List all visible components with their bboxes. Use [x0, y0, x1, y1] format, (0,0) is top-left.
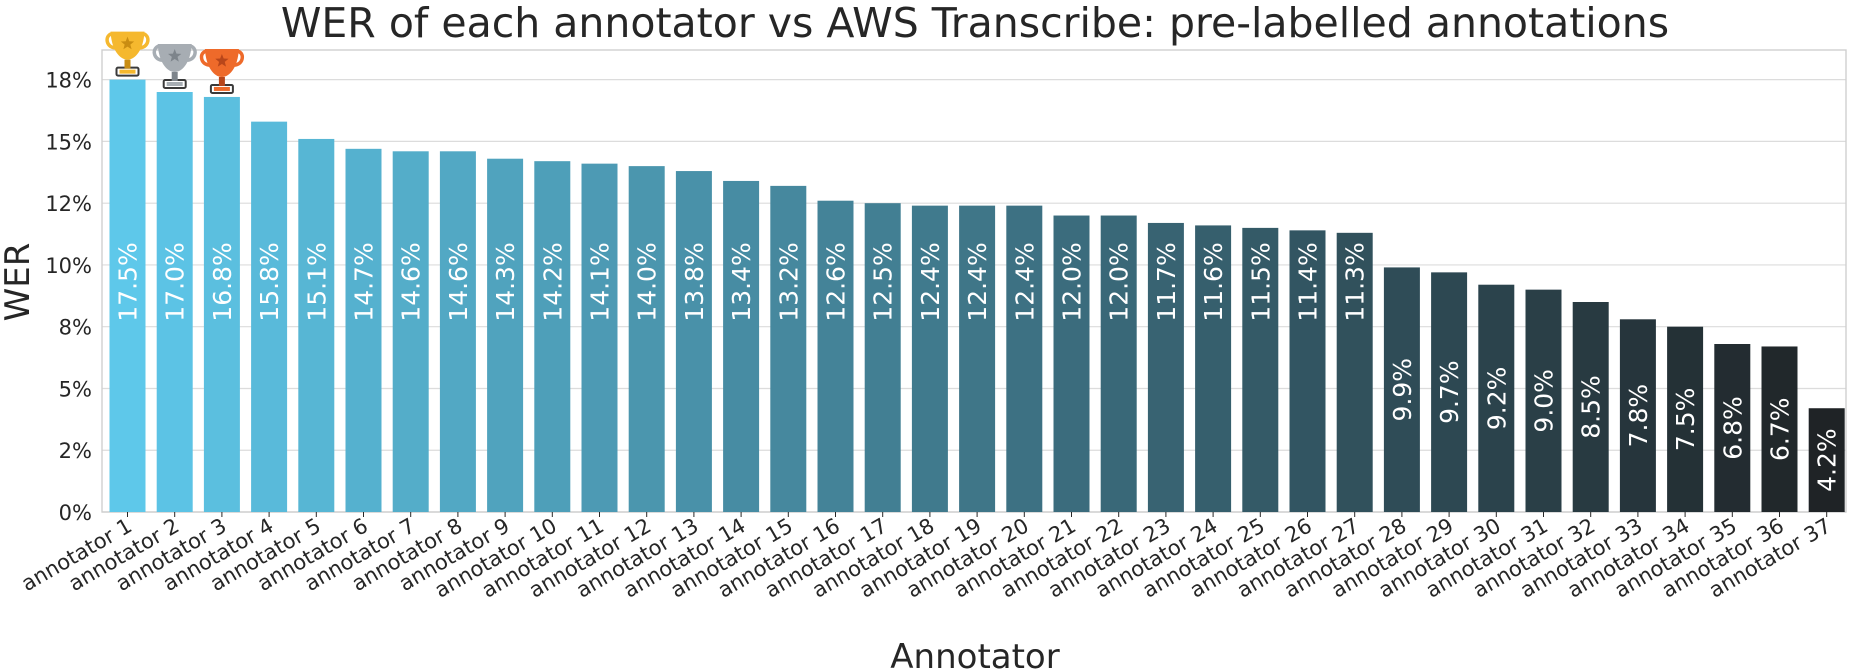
bar: [959, 205, 996, 512]
bar-data-label: 17.5%: [114, 242, 143, 321]
y-tick-label: 2%: [59, 439, 92, 463]
bar-data-label: 16.8%: [208, 242, 237, 321]
bar: [439, 151, 476, 512]
bar-data-label: 12.4%: [963, 242, 992, 321]
bar: [1053, 215, 1090, 512]
bar: [156, 92, 193, 512]
bar-data-label: 13.4%: [727, 242, 756, 321]
bar-data-label: 12.4%: [1010, 242, 1039, 321]
bar: [203, 96, 240, 513]
bar-data-label: 11.6%: [1199, 242, 1228, 321]
bar: [723, 180, 760, 513]
bar-data-label: 13.2%: [774, 242, 803, 321]
bar: [1195, 225, 1232, 513]
bar-data-label: 15.1%: [302, 242, 331, 321]
bar-data-label: 12.4%: [916, 242, 945, 321]
bar-data-label: 6.8%: [1718, 396, 1747, 460]
bar-data-label: 14.6%: [397, 242, 426, 321]
bar: [109, 79, 146, 512]
bar: [581, 163, 618, 512]
bar: [1478, 284, 1515, 512]
bar-data-label: 11.4%: [1294, 242, 1323, 321]
y-tick-label: 15%: [45, 130, 92, 154]
bar-data-label: 9.2%: [1482, 367, 1511, 431]
bar: [1336, 232, 1373, 512]
y-tick-label: 10%: [45, 254, 92, 278]
bar: [1289, 230, 1326, 512]
bar-data-label: 11.7%: [1152, 242, 1181, 321]
bar-data-label: 11.3%: [1341, 242, 1370, 321]
bar-data-label: 4.2%: [1813, 428, 1842, 492]
trophies: [105, 31, 244, 94]
y-tick-label: 18%: [45, 69, 92, 93]
bar: [1431, 272, 1468, 512]
bar-data-label: 14.3%: [491, 242, 520, 321]
bar-data-label: 14.7%: [350, 242, 379, 321]
bar-data-label: 9.9%: [1388, 358, 1417, 422]
bar-data-label: 8.5%: [1577, 375, 1606, 439]
bar-data-label: 7.8%: [1624, 384, 1653, 448]
bar: [1383, 267, 1420, 512]
bar-data-label: 7.5%: [1671, 388, 1700, 452]
bar-data-label: 17.0%: [161, 242, 190, 321]
bar: [1525, 289, 1562, 512]
silver-trophy-icon: [152, 44, 197, 89]
bar: [534, 161, 571, 513]
gold-trophy-icon: [105, 31, 150, 77]
bar: [770, 185, 807, 512]
bar: [392, 151, 429, 512]
bar: [1006, 205, 1043, 512]
y-axis-ticks: 0% 2% 5% 8% 10% 12% 15% 18%: [45, 69, 92, 525]
bar-data-label: 9.0%: [1530, 369, 1559, 433]
bars: 17.5% 17.0% 16.8% 15.8% 15.1% 14.7% 14.6% 14.6%…: [109, 79, 1845, 513]
bar-data-label: 14.0%: [633, 242, 662, 321]
bar-data-label: 9.7%: [1435, 360, 1464, 424]
bar: [298, 138, 335, 513]
bar-data-label: 12.0%: [1105, 242, 1134, 321]
bar: [1714, 344, 1751, 512]
bar: [1667, 326, 1704, 512]
y-tick-label: 0%: [59, 501, 92, 525]
bar: [251, 121, 288, 512]
bar-data-label: 11.5%: [1246, 242, 1275, 321]
bar-data-label: 14.2%: [538, 242, 567, 321]
bar: [1572, 302, 1609, 512]
bar: [1242, 227, 1279, 512]
bar-data-label: 14.6%: [444, 242, 473, 321]
bar: [817, 200, 854, 513]
bar: [487, 158, 524, 513]
bar: [1761, 346, 1798, 512]
bar: [675, 171, 712, 512]
bar-data-label: 15.8%: [255, 242, 284, 321]
bar: [1147, 222, 1184, 513]
bar: [1808, 408, 1845, 512]
bar-data-label: 6.7%: [1766, 397, 1795, 461]
bar-data-label: 12.5%: [869, 242, 898, 321]
bar-data-label: 14.1%: [586, 242, 615, 321]
bar-data-label: 13.8%: [680, 242, 709, 321]
bar: [864, 203, 901, 513]
chart-title: WER of each annotator vs AWS Transcribe:…: [281, 0, 1669, 47]
y-tick-label: 12%: [45, 192, 92, 216]
bar: [911, 205, 948, 512]
x-axis-label: Annotator: [890, 637, 1059, 672]
y-tick-label: 5%: [59, 377, 92, 401]
bar: [345, 148, 382, 512]
bar: [628, 166, 665, 512]
bronze-trophy-icon: [199, 48, 244, 94]
bar-data-label: 12.0%: [1058, 242, 1087, 321]
y-tick-label: 8%: [59, 316, 92, 340]
bar-data-label: 12.6%: [822, 242, 851, 321]
bar: [1619, 319, 1656, 512]
bar: [1100, 215, 1137, 512]
y-axis-label: WER: [0, 243, 38, 322]
